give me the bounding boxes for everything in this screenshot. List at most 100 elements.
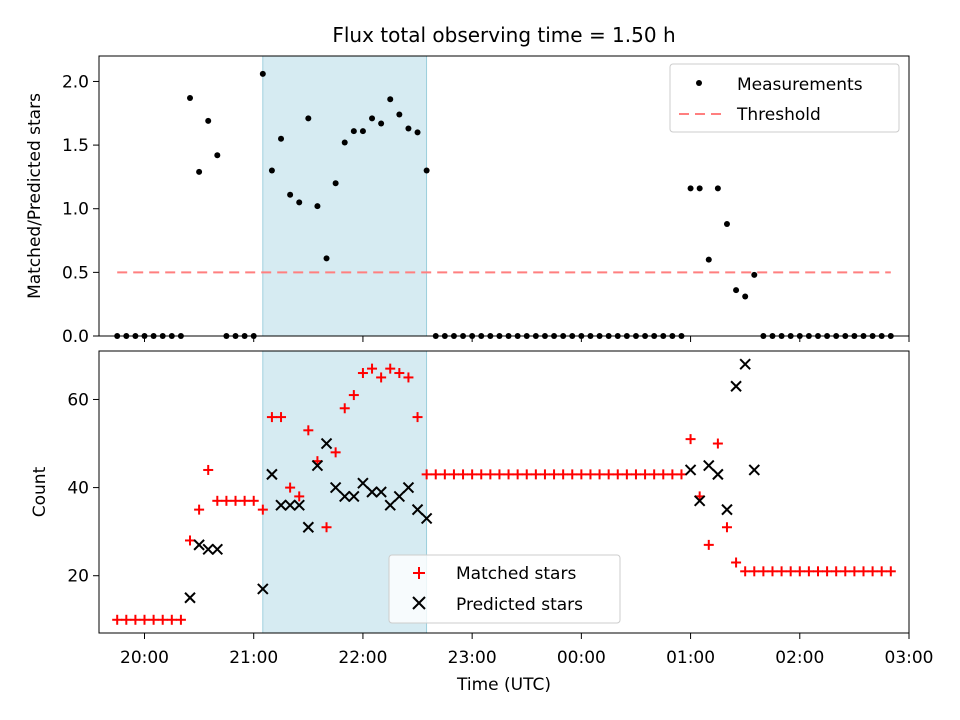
matched-point-7 [175, 614, 186, 625]
y-tick-label: 60 [67, 390, 89, 410]
matched-point-52 [585, 469, 596, 480]
measurement-point-67 [723, 221, 730, 227]
panel-ratio: Flux total observing time = 1.50 h 0.00.… [25, 23, 910, 347]
predicted-point-29 [739, 358, 751, 370]
x-tick-label: 03:00 [885, 648, 934, 668]
legend-box [669, 63, 900, 133]
predicted-point-20 [402, 481, 415, 494]
matched-point-33 [412, 412, 423, 423]
matched-point-5 [157, 614, 168, 625]
plot-frame [98, 55, 910, 337]
matched-point-78 [822, 566, 833, 577]
measurement-point-8 [187, 95, 194, 101]
matched-point-41 [485, 469, 496, 480]
measurement-point-24 [332, 180, 339, 187]
matched-point-83 [867, 566, 878, 577]
predicted-point-23 [684, 464, 697, 476]
matched-point-72 [767, 566, 778, 577]
matched-point-53 [594, 469, 605, 480]
matched-point-14 [239, 495, 250, 506]
matched-point-55 [612, 469, 623, 480]
predicted-point-15 [357, 477, 369, 489]
y-axis-ticks: 0.0 0.5 1.0 1.5 2.0 [62, 72, 99, 347]
measurement-point-69 [742, 293, 749, 300]
matched-point-67 [721, 522, 732, 533]
y-tick-label: 2.0 [62, 72, 89, 92]
x-tick-label: 23:00 [448, 648, 497, 668]
matched-point-65 [703, 539, 714, 550]
matched-point-40 [476, 469, 487, 480]
measurement-point-11 [214, 152, 221, 159]
matched-point-23 [321, 522, 332, 533]
measurement-point-32 [405, 125, 412, 132]
predicted-point-3 [211, 543, 224, 555]
legend: Measurements Threshold [669, 63, 900, 133]
legend: Matched stars Predicted stars [388, 554, 621, 624]
matched-point-70 [749, 566, 760, 577]
matched-point-47 [539, 469, 550, 480]
predicted-point-22 [420, 512, 433, 525]
matched-point-62 [676, 469, 687, 480]
x-tick-label: 00:00 [557, 648, 606, 668]
measurement-point-65 [705, 256, 712, 263]
matched-point-71 [758, 566, 769, 577]
matched-point-6 [166, 614, 177, 625]
y-tick-label: 1.5 [62, 136, 89, 156]
measurement-point-29 [378, 120, 385, 127]
y-axis-label: Count [30, 466, 50, 517]
matched-point-32 [403, 372, 414, 383]
matched-point-79 [831, 566, 842, 577]
y-tick-label: 0.5 [62, 263, 89, 283]
predicted-point-28 [730, 380, 742, 392]
matched-point-30 [385, 363, 396, 374]
predicted-point-13 [339, 490, 351, 503]
matched-point-49 [558, 469, 569, 480]
predicted-point-17 [375, 486, 387, 498]
matched-point-76 [803, 566, 814, 577]
matched-point-82 [858, 566, 869, 577]
matched-point-38 [458, 469, 469, 480]
predicted-point-30 [748, 464, 760, 476]
legend-label-matched: Matched stars [456, 564, 576, 584]
x-tick-label: 21:00 [229, 648, 278, 668]
matched-point-36 [439, 469, 450, 480]
legend-marker-measurements [696, 80, 702, 86]
y-tick-label: 1.0 [62, 200, 89, 220]
measurement-point-23 [323, 255, 330, 262]
predicted-point-0 [184, 592, 196, 604]
measurement-point-9 [196, 168, 203, 175]
y-tick-label: 20 [67, 567, 89, 587]
measurement-point-10 [205, 117, 212, 124]
measurement-point-26 [350, 128, 357, 135]
matched-point-84 [876, 566, 887, 577]
legend-marker-predicted [412, 596, 426, 610]
matched-point-56 [621, 469, 632, 480]
matched-point-81 [849, 566, 860, 577]
x-tick-label: 01:00 [666, 648, 715, 668]
matched-point-20 [294, 491, 305, 502]
matched-point-39 [467, 469, 478, 480]
matched-point-12 [221, 495, 232, 506]
matched-point-85 [885, 566, 896, 577]
measurement-point-70 [751, 271, 758, 278]
predicted-point-1 [193, 539, 205, 551]
measurement-point-64 [696, 185, 703, 192]
matched-point-61 [667, 469, 678, 480]
predicted-point-2 [202, 543, 214, 555]
predicted-point-14 [348, 490, 360, 503]
matched-point-18 [276, 412, 287, 423]
predicted-point-18 [384, 499, 396, 511]
matched-point-19 [285, 482, 296, 493]
matched-point-35 [430, 469, 441, 480]
matched-point-2 [130, 614, 141, 625]
measurement-point-28 [369, 115, 376, 122]
predicted-point-16 [366, 486, 378, 498]
measurement-point-21 [305, 115, 312, 122]
legend-marker-matched [413, 567, 425, 579]
matched-point-1 [121, 614, 132, 625]
matched-point-63 [685, 434, 696, 445]
matched-point-77 [812, 566, 823, 577]
matched-point-4 [148, 614, 159, 625]
matched-point-8 [185, 535, 196, 546]
